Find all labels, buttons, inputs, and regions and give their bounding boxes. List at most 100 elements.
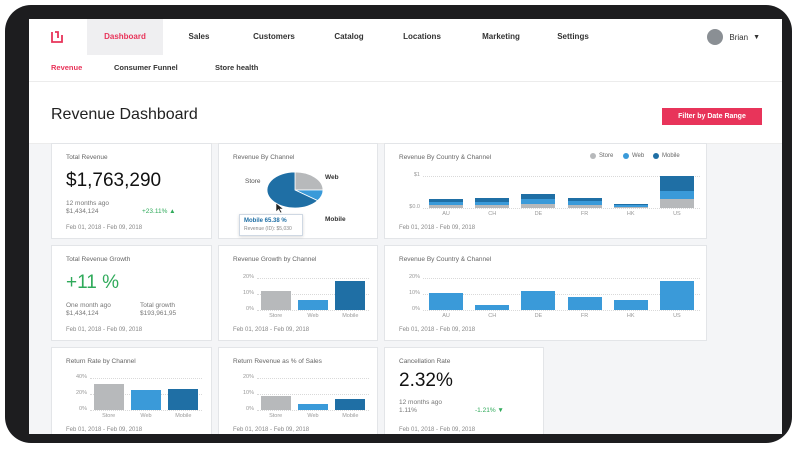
nav-item-locations[interactable]: Locations: [403, 32, 441, 41]
date-range: Feb 01, 2018 - Feb 09, 2018: [399, 327, 476, 333]
bar-us-store[interactable]: [659, 199, 694, 208]
bar-ch-web[interactable]: [475, 201, 510, 206]
pie-chart[interactable]: [265, 170, 325, 210]
y-tick-label: 0%: [412, 306, 420, 312]
bar-ch-store[interactable]: [475, 205, 510, 208]
growth-value: +11 %: [66, 272, 119, 293]
tablet-frame: Dashboard Sales Customers Catalog Locati…: [5, 5, 792, 443]
bar-us[interactable]: [659, 280, 694, 310]
pie-tooltip: Mobile 65.38 % Revenue (ID): $5,030: [239, 214, 303, 236]
tab-store-health[interactable]: Store health: [215, 63, 259, 72]
card-return-revenue-pct: Return Revenue as % of Sales 20% 10% 0% Sto…: [218, 347, 378, 434]
card-revenue-by-channel: Revenue By Channel Store Web Mobile Mobi…: [218, 143, 378, 239]
bar-au-mobile[interactable]: [429, 199, 464, 203]
user-name: Brian: [729, 32, 749, 42]
card-title: Revenue Growth by Channel: [233, 256, 317, 263]
y-tick-label: 10%: [242, 390, 254, 396]
card-title: Total Revenue: [66, 154, 108, 161]
bar-chart: 20% 10% 0% Store Web Mobile: [219, 246, 379, 342]
user-menu[interactable]: Brian ▼: [707, 28, 760, 46]
pie-label-store: Store: [245, 178, 261, 185]
bar-fr-store[interactable]: [567, 205, 602, 208]
bar-au-store[interactable]: [429, 205, 464, 208]
card-title: Return Rate by Channel: [66, 358, 136, 365]
total-revenue-value: $1,763,290: [66, 170, 162, 191]
bar-de-mobile[interactable]: [521, 194, 556, 199]
nav-item-catalog[interactable]: Catalog: [334, 32, 364, 41]
cursor-icon: [275, 202, 285, 214]
gridline: [257, 310, 369, 311]
x-tick-label: Store: [102, 413, 116, 419]
gridline: [423, 278, 700, 279]
bar-hk[interactable]: [613, 299, 648, 310]
card-revenue-by-country-channel-2: Revenue By Country & Channel 20% 10% 0% AU C…: [384, 245, 707, 341]
bar-mobile[interactable]: [335, 398, 366, 410]
chevron-down-icon[interactable]: ▼: [753, 33, 760, 41]
bar-de-web[interactable]: [521, 198, 556, 205]
card-total-revenue-growth: Total Revenue Growth +11 % One month ago…: [51, 245, 212, 341]
gridline: [90, 410, 202, 411]
tooltip-line-2: Revenue (ID): $5,030: [244, 226, 292, 232]
filter-by-date-range-button[interactable]: Filter by Date Range: [662, 108, 762, 125]
avatar[interactable]: [707, 29, 724, 45]
tab-consumer-funnel[interactable]: Consumer Funnel: [114, 63, 178, 72]
legend-dot-store: [590, 153, 596, 159]
nav-item-dashboard[interactable]: Dashboard: [87, 19, 163, 55]
nav-item-marketing[interactable]: Marketing: [482, 32, 520, 41]
bar-de-store[interactable]: [521, 204, 556, 208]
y-tick-label: $1: [413, 172, 420, 178]
bar-web[interactable]: [298, 403, 328, 410]
bar-us-mobile[interactable]: [659, 176, 694, 191]
bar-us-web[interactable]: [659, 190, 694, 200]
bar-au-web[interactable]: [429, 202, 464, 206]
pie-slice-store[interactable]: [294, 171, 324, 191]
card-title: Revenue By Channel: [233, 154, 295, 161]
nav-item-sales[interactable]: Sales: [188, 32, 210, 41]
card-title: Revenue By Country & Channel: [399, 256, 492, 263]
bar-mobile[interactable]: [168, 389, 199, 410]
app-logo-icon[interactable]: [49, 29, 65, 45]
pie-label-mobile: Mobile: [325, 216, 346, 223]
gridline: [257, 410, 369, 411]
date-range: Feb 01, 2018 - Feb 09, 2018: [399, 427, 476, 433]
bar-ch-mobile[interactable]: [475, 197, 510, 202]
y-tick-label: $0.0: [409, 204, 420, 210]
tab-revenue[interactable]: Revenue: [51, 63, 83, 72]
bar-store[interactable]: [260, 290, 291, 310]
bar-hk-web[interactable]: [613, 204, 648, 207]
x-tick-label: US: [673, 313, 681, 319]
gridline: [90, 378, 202, 379]
bar-hk-mobile[interactable]: [613, 203, 648, 205]
delta-value: +23.11%: [142, 208, 168, 215]
bar-hk-store[interactable]: [613, 206, 648, 208]
bar-web[interactable]: [298, 300, 328, 310]
page-title: Revenue Dashboard: [51, 106, 198, 123]
x-tick-label: FR: [580, 313, 589, 319]
legend-store: Store: [590, 153, 613, 159]
x-tick-label: FR: [580, 211, 589, 217]
y-tick-label: 20%: [75, 390, 87, 396]
right-value: $193,961,95: [140, 310, 177, 317]
y-tick-label: 0%: [79, 406, 87, 412]
delta-value: -1.21%: [475, 407, 496, 414]
bar-au[interactable]: [429, 293, 464, 310]
card-cancellation-rate: Cancellation Rate 2.32% 12 months ago 1.…: [384, 347, 544, 434]
bar-web[interactable]: [131, 390, 161, 410]
bar-de[interactable]: [521, 290, 556, 310]
y-tick-label: 10%: [242, 290, 254, 296]
nav-item-customers[interactable]: Customers: [253, 32, 295, 41]
date-range: Feb 01, 2018 - Feb 09, 2018: [233, 427, 310, 433]
bar-fr[interactable]: [567, 297, 602, 310]
bar-fr-mobile[interactable]: [567, 197, 602, 202]
bar-store[interactable]: [260, 395, 291, 410]
pie-slice-mobile[interactable]: [266, 171, 319, 209]
nav-item-settings[interactable]: Settings: [557, 32, 589, 41]
bar-store[interactable]: [93, 383, 124, 410]
x-tick-label: US: [673, 211, 681, 217]
right-label: Total growth: [140, 302, 176, 309]
bar-fr-web[interactable]: [567, 201, 602, 206]
bar-ch[interactable]: [475, 304, 510, 310]
card-title: Total Revenue Growth: [66, 256, 131, 263]
bar-mobile[interactable]: [335, 281, 366, 310]
legend-mobile: Mobile: [653, 153, 680, 159]
